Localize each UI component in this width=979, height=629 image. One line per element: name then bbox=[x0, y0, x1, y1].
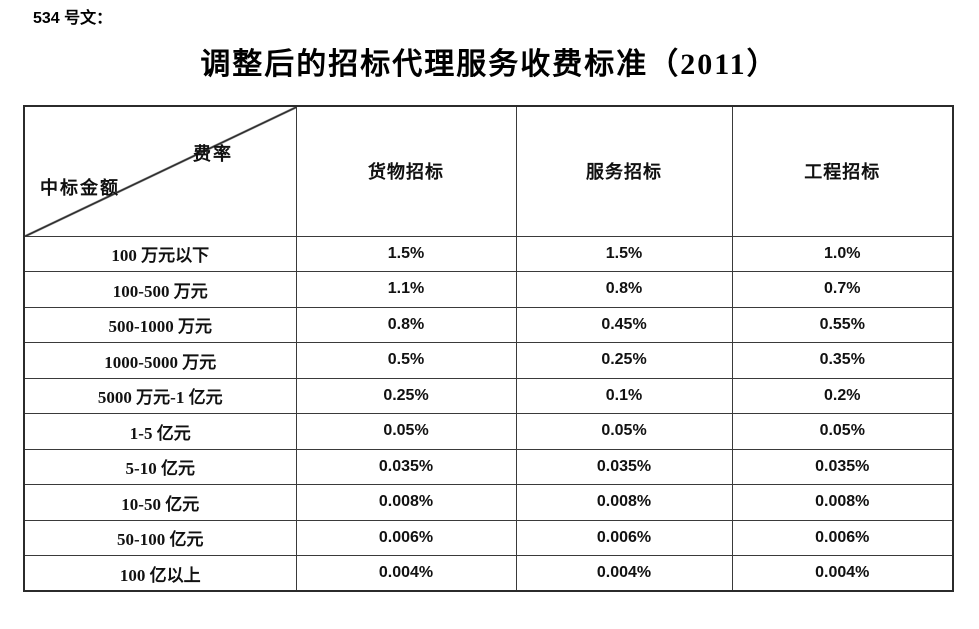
diagonal-corner-cell: 费率 中标金额 bbox=[23, 105, 297, 237]
goods-rate-value: 0.8% bbox=[295, 306, 517, 343]
table-row: 100 亿以上 0.004% 0.004% 0.004% bbox=[23, 555, 954, 592]
service-rate-value: 0.008% bbox=[515, 484, 733, 521]
engineering-rate-value: 0.55% bbox=[731, 306, 954, 343]
amount-tier-label: 5000 万元-1 亿元 bbox=[23, 377, 297, 414]
amount-tier-label: 1000-5000 万元 bbox=[23, 342, 297, 379]
service-rate-value: 0.05% bbox=[515, 413, 733, 450]
amount-tier-label: 5-10 亿元 bbox=[23, 448, 297, 485]
service-rate-value: 0.035% bbox=[515, 448, 733, 485]
table-row: 100 万元以下 1.5% 1.5% 1.0% bbox=[23, 235, 954, 272]
goods-rate-value: 0.004% bbox=[295, 555, 517, 592]
amount-tier-label: 50-100 亿元 bbox=[23, 519, 297, 556]
corner-bid-amount-label: 中标金额 bbox=[40, 178, 120, 198]
goods-rate-value: 0.5% bbox=[295, 342, 517, 379]
goods-rate-value: 1.1% bbox=[295, 271, 517, 308]
engineering-rate-value: 0.008% bbox=[731, 484, 954, 521]
column-header-service: 服务招标 bbox=[515, 105, 733, 237]
amount-tier-label: 100 亿以上 bbox=[23, 555, 297, 592]
engineering-rate-value: 0.2% bbox=[731, 377, 954, 414]
goods-rate-value: 0.008% bbox=[295, 484, 517, 521]
table-row: 50-100 亿元 0.006% 0.006% 0.006% bbox=[23, 519, 954, 556]
goods-rate-value: 1.5% bbox=[295, 235, 517, 272]
service-rate-value: 0.25% bbox=[515, 342, 733, 379]
engineering-rate-value: 0.35% bbox=[731, 342, 954, 379]
engineering-rate-value: 1.0% bbox=[731, 235, 954, 272]
table-row: 100-500 万元 1.1% 0.8% 0.7% bbox=[23, 271, 954, 308]
service-rate-value: 0.006% bbox=[515, 519, 733, 556]
engineering-rate-value: 0.05% bbox=[731, 413, 954, 450]
table-row: 5-10 亿元 0.035% 0.035% 0.035% bbox=[23, 448, 954, 485]
amount-tier-label: 100 万元以下 bbox=[23, 235, 297, 272]
table-row: 1000-5000 万元 0.5% 0.25% 0.35% bbox=[23, 342, 954, 379]
amount-tier-label: 10-50 亿元 bbox=[23, 484, 297, 521]
table-header-row: 费率 中标金额 货物招标 服务招标 工程招标 bbox=[23, 105, 954, 237]
engineering-rate-value: 0.035% bbox=[731, 448, 954, 485]
corner-fee-rate-label: 费率 bbox=[193, 144, 233, 164]
table-row: 500-1000 万元 0.8% 0.45% 0.55% bbox=[23, 306, 954, 343]
service-rate-value: 0.1% bbox=[515, 377, 733, 414]
doc-number-label: 534 号文： bbox=[33, 10, 113, 27]
diagonal-divider-line bbox=[25, 107, 296, 236]
amount-tier-label: 100-500 万元 bbox=[23, 271, 297, 308]
service-rate-value: 0.004% bbox=[515, 555, 733, 592]
goods-rate-value: 0.035% bbox=[295, 448, 517, 485]
table-row: 10-50 亿元 0.008% 0.008% 0.008% bbox=[23, 484, 954, 521]
amount-tier-label: 1-5 亿元 bbox=[23, 413, 297, 450]
engineering-rate-value: 0.004% bbox=[731, 555, 954, 592]
fee-rate-table: 费率 中标金额 货物招标 服务招标 工程招标 100 万元以下 1.5% 1.5… bbox=[23, 105, 954, 592]
service-rate-value: 0.45% bbox=[515, 306, 733, 343]
amount-tier-label: 500-1000 万元 bbox=[23, 306, 297, 343]
service-rate-value: 0.8% bbox=[515, 271, 733, 308]
goods-rate-value: 0.006% bbox=[295, 519, 517, 556]
column-header-goods: 货物招标 bbox=[295, 105, 517, 237]
table-row: 5000 万元-1 亿元 0.25% 0.1% 0.2% bbox=[23, 377, 954, 414]
page-title: 调整后的招标代理服务收费标准（2011） bbox=[200, 48, 779, 81]
engineering-rate-value: 0.7% bbox=[731, 271, 954, 308]
engineering-rate-value: 0.006% bbox=[731, 519, 954, 556]
goods-rate-value: 0.05% bbox=[295, 413, 517, 450]
table-row: 1-5 亿元 0.05% 0.05% 0.05% bbox=[23, 413, 954, 450]
service-rate-value: 1.5% bbox=[515, 235, 733, 272]
column-header-engineering: 工程招标 bbox=[731, 105, 954, 237]
goods-rate-value: 0.25% bbox=[295, 377, 517, 414]
